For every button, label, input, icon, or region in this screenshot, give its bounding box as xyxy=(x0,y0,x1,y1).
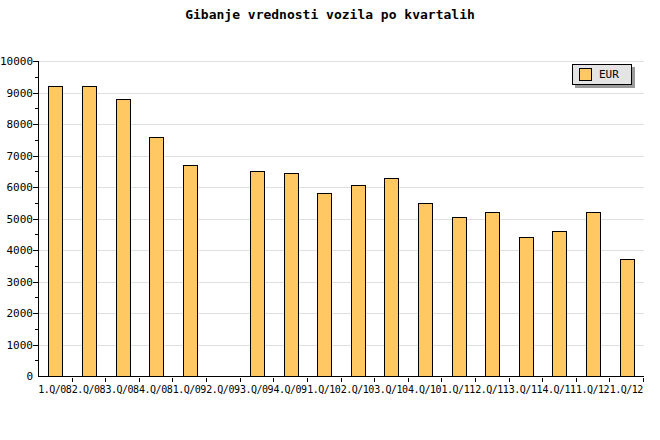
bar-3.Q/09-6 xyxy=(250,171,265,376)
bar-4.Q/10-11 xyxy=(418,203,433,376)
x-tick-boundary xyxy=(206,378,207,382)
gridline-10000 xyxy=(39,61,644,62)
x-axis-label-4.Q/08-3: 4.Q/08 xyxy=(139,384,172,395)
x-axis-label-3.Q/10-10: 3.Q/10 xyxy=(374,384,407,395)
x-axis-label-1.Q/11-12: 1.Q/11 xyxy=(442,384,475,395)
chart-title: Gibanje vrednosti vozila po kvartalih xyxy=(0,7,660,22)
x-tick-boundary xyxy=(139,378,140,382)
x-tick-boundary xyxy=(240,378,241,382)
x-axis-label-4.Q/10-11: 4.Q/10 xyxy=(408,384,441,395)
y-axis-label-6000: 6000 xyxy=(0,181,33,194)
x-tick-boundary xyxy=(509,378,510,382)
bar-2.Q/08-1 xyxy=(82,86,97,376)
plot-area xyxy=(38,61,644,377)
x-axis-label-4.Q/09-7: 4.Q/09 xyxy=(274,384,307,395)
x-axis-label-1.Q/09-4: 1.Q/09 xyxy=(173,384,206,395)
x-axis-label-3.Q/08-2: 3.Q/08 xyxy=(105,384,138,395)
bar-4.Q/08-3 xyxy=(149,137,164,376)
x-tick-boundary xyxy=(576,378,577,382)
x-axis-label-1.Q/08-0: 1.Q/08 xyxy=(38,384,71,395)
y-axis-label-5000: 5000 xyxy=(0,213,33,226)
y-axis-label-3000: 3000 xyxy=(0,276,33,289)
x-tick-boundary xyxy=(273,378,274,382)
x-axis-label-2.Q/09-5: 2.Q/09 xyxy=(206,384,239,395)
x-tick-boundary xyxy=(643,378,644,382)
bar-2.Q/10-9 xyxy=(351,185,366,376)
x-tick-boundary xyxy=(374,378,375,382)
legend-box: EUR xyxy=(572,64,632,85)
bar-4.Q/11-15 xyxy=(552,231,567,376)
x-tick-boundary xyxy=(475,378,476,382)
x-tick-boundary xyxy=(72,378,73,382)
y-axis-label-0: 0 xyxy=(0,370,33,383)
gridline-9000 xyxy=(39,93,644,94)
x-tick-boundary xyxy=(542,378,543,382)
bar-3.Q/11-14 xyxy=(519,237,534,376)
x-tick-boundary xyxy=(609,378,610,382)
x-axis-label-1.Q/12-17: 1.Q/12 xyxy=(610,384,643,395)
y-axis-label-7000: 7000 xyxy=(0,150,33,163)
x-axis-label-2.Q/08-1: 2.Q/08 xyxy=(72,384,105,395)
bar-1.Q/08-0 xyxy=(48,86,63,376)
bar-3.Q/10-10 xyxy=(384,178,399,376)
x-axis-label-2.Q/10-9: 2.Q/10 xyxy=(341,384,374,395)
x-axis-label-1.Q/10-8: 1.Q/10 xyxy=(307,384,340,395)
x-axis-label-3.Q/09-6: 3.Q/09 xyxy=(240,384,273,395)
x-tick-boundary xyxy=(341,378,342,382)
x-axis-label-4.Q/11-15: 4.Q/11 xyxy=(542,384,575,395)
y-axis-label-1000: 1000 xyxy=(0,339,33,352)
x-axis-label-2.Q/11-13: 2.Q/11 xyxy=(475,384,508,395)
x-axis-label-3.Q/11-14: 3.Q/11 xyxy=(509,384,542,395)
bar-1.Q/12-17 xyxy=(620,259,635,376)
y-axis-label-4000: 4000 xyxy=(0,244,33,257)
bar-1.Q/09-4 xyxy=(183,165,198,376)
bar-2.Q/11-13 xyxy=(485,212,500,376)
bar-1.Q/11-12 xyxy=(452,217,467,376)
bar-4.Q/09-7 xyxy=(284,173,299,376)
bar-1.Q/12-16 xyxy=(586,212,601,376)
x-tick-boundary xyxy=(105,378,106,382)
x-axis-label-1.Q/12-16: 1.Q/12 xyxy=(576,384,609,395)
x-tick-boundary xyxy=(441,378,442,382)
x-tick-boundary xyxy=(408,378,409,382)
y-axis-label-10000: 10000 xyxy=(0,55,33,68)
y-axis-label-2000: 2000 xyxy=(0,307,33,320)
bar-1.Q/10-8 xyxy=(317,193,332,376)
legend-swatch-icon xyxy=(579,68,592,81)
y-axis-label-9000: 9000 xyxy=(0,87,33,100)
legend-label: EUR xyxy=(599,69,619,80)
x-tick-boundary xyxy=(172,378,173,382)
x-tick-boundary xyxy=(307,378,308,382)
bar-3.Q/08-2 xyxy=(116,99,131,376)
chart-canvas: Gibanje vrednosti vozila po kvartalih 01… xyxy=(0,0,660,440)
y-axis-label-8000: 8000 xyxy=(0,118,33,131)
